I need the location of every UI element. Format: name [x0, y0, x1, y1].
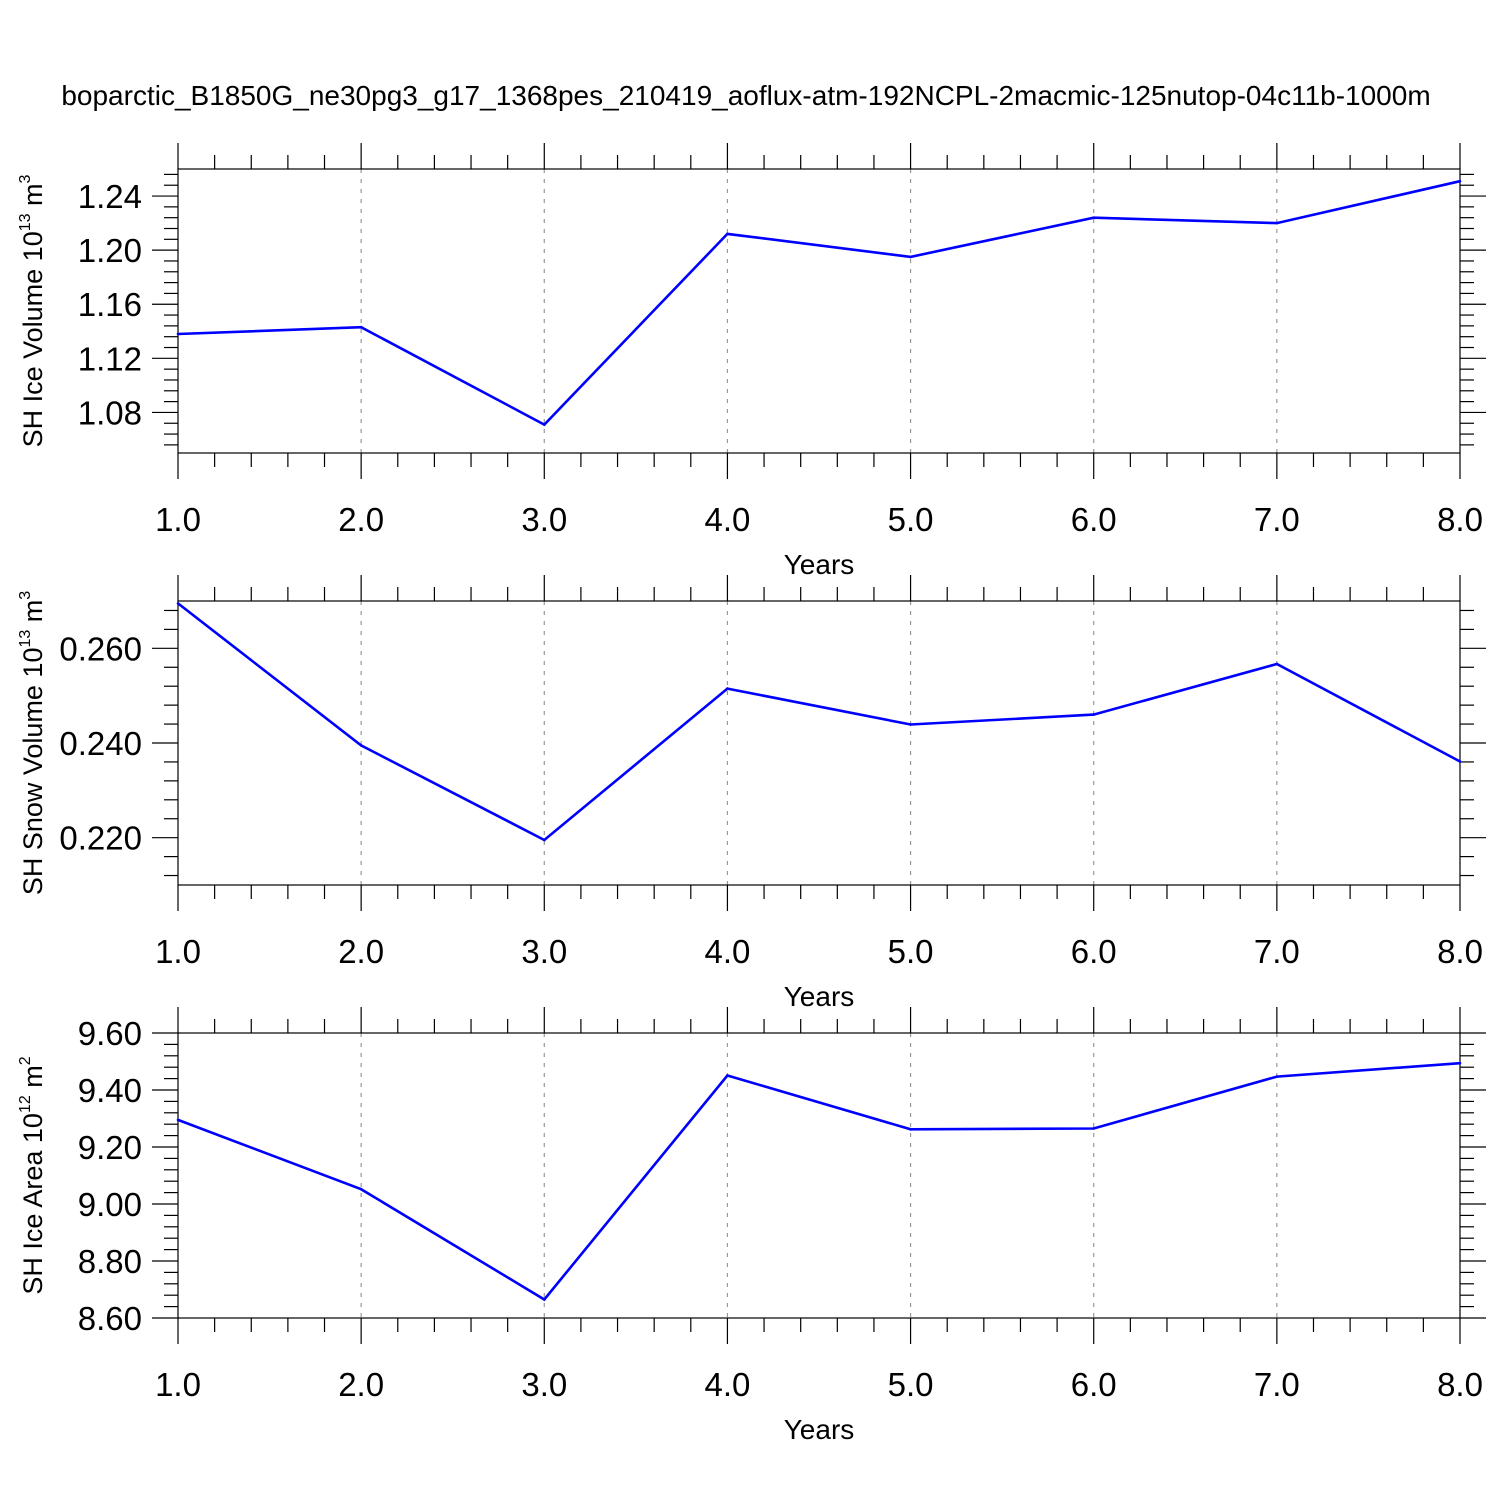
x-tick-label: 1.0 [155, 1366, 201, 1403]
x-axis-title: Years [784, 981, 855, 1012]
data-point [1092, 713, 1096, 716]
y-tick-label: 1.12 [78, 340, 142, 377]
x-tick-label: 6.0 [1071, 1366, 1117, 1403]
x-tick-label: 6.0 [1071, 933, 1117, 970]
y-tick-label: 9.00 [78, 1186, 142, 1223]
panels: 1.08 1.12 1.16 1.20 1.24 1.0 2.0 3.0 4.0 5.0 6.0 7.… [17, 143, 1486, 1445]
x-tick-label: 2.0 [338, 933, 384, 970]
data-point [1458, 1061, 1462, 1065]
y-axis-title-part: m [18, 1065, 48, 1095]
x-tick-label: 5.0 [888, 933, 934, 970]
x-tick-label: 3.0 [521, 933, 567, 970]
y-tick-label: 0.220 [59, 820, 142, 857]
y-tick-label: 1.08 [78, 394, 142, 431]
x-tick-label: 3.0 [521, 1366, 567, 1403]
y-axis-title: SH Ice Area 1012 m2 [17, 1056, 48, 1294]
x-tick-label: 4.0 [704, 933, 750, 970]
data-point [542, 423, 546, 426]
data-point [1275, 1075, 1279, 1078]
y-axis-title-sup: 3 [17, 591, 34, 600]
y-axis-title-sup: 12 [17, 1095, 34, 1113]
y-tick-label: 0.240 [59, 725, 142, 762]
y-axis-title-sup: 2 [17, 1056, 34, 1065]
x-tick-label: 4.0 [704, 501, 750, 538]
x-tick-label: 6.0 [1071, 501, 1117, 538]
data-point [909, 723, 912, 726]
plot-frame [177, 1032, 1461, 1319]
x-axis-title: Years [784, 1414, 855, 1445]
y-axis-title-sup: 13 [17, 213, 34, 231]
data-point [1275, 221, 1279, 225]
data-point [1092, 216, 1096, 219]
y-tick-label: 8.60 [78, 1300, 142, 1337]
data-point [359, 325, 363, 329]
y-tick-label: 1.24 [78, 178, 142, 215]
x-tick-label: 8.0 [1437, 501, 1483, 538]
plot-frame [177, 600, 1461, 886]
figure-title: boparctic_B1850G_ne30pg3_g17_1368pes_210… [61, 80, 1430, 111]
data-point [1275, 662, 1279, 666]
data-point [909, 1128, 912, 1131]
series-line [177, 179, 1461, 427]
panel-1: 1.08 1.12 1.16 1.20 1.24 1.0 2.0 3.0 4.0 5.0 6.0 7.… [17, 143, 1486, 580]
y-axis-title: SH Snow Volume 1013 m3 [17, 591, 48, 895]
y-tick-label: 9.40 [78, 1072, 142, 1109]
data-point [359, 744, 363, 747]
series-line [177, 602, 1461, 842]
y-axis-title: SH Ice Volume 1013 m3 [17, 174, 48, 447]
y-axis-title-part: SH Snow Volume 10 [18, 648, 48, 896]
x-tick-label: 2.0 [338, 501, 384, 538]
x-tick-label: 5.0 [888, 1366, 934, 1403]
x-tick-label: 1.0 [155, 933, 201, 970]
x-tick-label: 8.0 [1437, 933, 1483, 970]
y-tick-label: 9.20 [78, 1129, 142, 1166]
data-point [542, 1298, 546, 1301]
x-tick-label: 2.0 [338, 1366, 384, 1403]
data-point [176, 1118, 180, 1122]
data-point [176, 602, 180, 605]
x-tick-label: 3.0 [521, 501, 567, 538]
y-tick-label: 1.16 [78, 286, 142, 323]
x-tick-label: 5.0 [888, 501, 934, 538]
x-tick-label: 7.0 [1254, 1366, 1300, 1403]
data-point [726, 232, 729, 236]
data-point [1458, 179, 1462, 183]
data-point [176, 332, 180, 336]
data-point [542, 838, 546, 842]
data-point [726, 687, 729, 690]
x-tick-label: 1.0 [155, 501, 201, 538]
y-tick-label: 9.60 [78, 1015, 142, 1052]
data-point [726, 1074, 729, 1077]
y-tick-label: 8.80 [78, 1243, 142, 1280]
data-point [1092, 1127, 1096, 1130]
y-tick-label: 0.260 [59, 630, 142, 667]
data-point [359, 1187, 363, 1191]
x-axis-title: Years [784, 549, 855, 580]
panel-2: 0.220 0.240 0.260 1.0 2.0 3.0 4.0 5.0 6.0 7.0 8.0 Y… [17, 575, 1486, 1012]
x-tick-label: 8.0 [1437, 1366, 1483, 1403]
y-axis-title-part: SH Ice Area 10 [18, 1113, 48, 1295]
y-axis-title-part: m [18, 183, 48, 213]
data-point [1458, 760, 1462, 763]
x-tick-label: 7.0 [1254, 933, 1300, 970]
y-axis-title-sup: 3 [17, 174, 34, 183]
x-tick-label: 7.0 [1254, 501, 1300, 538]
y-axis-title-part: m [18, 600, 48, 630]
series-line [177, 1061, 1461, 1302]
panel-3: 8.60 8.80 9.00 9.20 9.40 9.60 1.0 2.0 3.0 4.0 5.0 6… [17, 1007, 1486, 1445]
data-point [909, 255, 912, 259]
y-axis-title-part: SH Ice Volume 10 [18, 231, 48, 447]
x-tick-label: 4.0 [704, 1366, 750, 1403]
y-tick-label: 1.20 [78, 232, 142, 269]
y-axis-title-sup: 13 [17, 630, 34, 648]
plot-frame [177, 168, 1461, 454]
